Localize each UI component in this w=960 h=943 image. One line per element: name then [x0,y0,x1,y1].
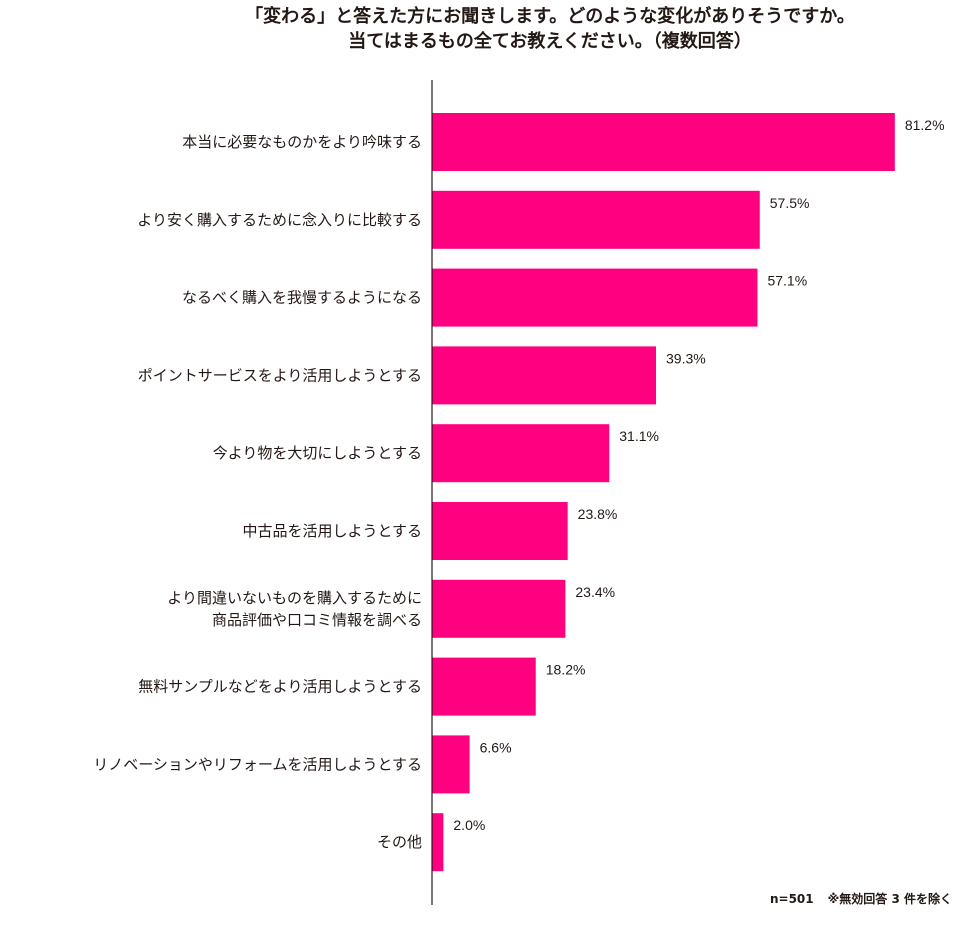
sample-size: n=501 [769,892,814,906]
value-label-10: 2.0% [453,817,485,833]
bar-1 [432,113,895,171]
category-label-1: 本当に必要なものかをより吟味する [182,133,422,151]
value-label-1: 81.2% [905,117,945,133]
value-label-5: 31.1% [619,428,659,444]
value-labels-layer: 81.2% 57.5% 57.1% 39.3% 31.1% 23.8% 23.4% 18.2%… [453,117,944,833]
category-label-7-line-1: より間違いないものを購入するために [167,589,422,607]
bar-8 [432,657,536,716]
bar-3 [432,268,758,327]
value-label-9: 6.6% [480,739,512,755]
category-label-2: より安く購入するために念入りに比較する [137,211,422,229]
bar-5 [432,424,610,483]
value-label-8: 18.2% [546,662,586,678]
category-labels-layer: 本当に必要なものかをより吟味するより安く購入するために念入りに比較するなるべく購… [93,133,422,851]
category-label-3: なるべく購入を我慢するようになる [182,289,422,307]
bar-9 [432,735,470,794]
sample-note: n=501 ※無効回答 3 件を除く [770,890,952,907]
chart-title-line-2: 当てはまるもの全てお教えください。（複数回答） [348,31,752,52]
bar-2 [432,190,760,249]
category-label-7-line-2: 商品評価や口コミ情報を調べる [212,611,422,629]
value-label-7: 23.4% [575,584,615,600]
exclusion-note: ※無効回答 3 件を除く [827,892,952,906]
category-label-4: ポイントサービスをより活用しようとする [138,366,422,384]
chart-title: 「変わる」と答えた方にお聞きします。どのような変化がありそうですか。 当てはまる… [0,4,960,54]
category-label-8: 無料サンプルなどをより活用しようとする [138,678,422,696]
chart-title-line-1: 「変わる」と答えた方にお聞きします。どのような変化がありそうですか。 [245,6,855,27]
bar-10 [432,813,444,872]
value-label-6: 23.8% [578,506,618,522]
category-label-6: 中古品を活用しようとする [242,522,422,540]
bars-layer [432,113,895,872]
bar-6 [432,502,568,560]
category-label-5: 今より物を大切にしようとする [213,444,422,462]
value-label-3: 57.1% [767,273,807,289]
category-label-9: リノベーションやリフォームを活用しようとする [93,755,422,773]
category-label-10: その他 [377,833,422,851]
bar-4 [432,346,657,405]
value-label-4: 39.3% [666,350,706,366]
bar-7 [432,579,566,638]
value-label-2: 57.5% [770,195,810,211]
